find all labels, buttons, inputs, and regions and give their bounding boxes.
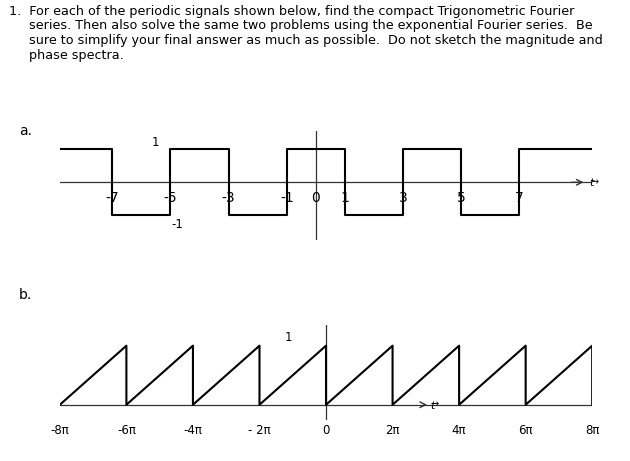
Text: $t$: $t$ (430, 399, 437, 411)
Text: sure to simplify your final answer as much as possible.  Do not sketch the magni: sure to simplify your final answer as mu… (9, 34, 603, 47)
Text: series. Then also solve the same two problems using the exponential Fourier seri: series. Then also solve the same two pro… (9, 19, 593, 32)
Text: →: → (591, 177, 599, 187)
Text: 1: 1 (152, 136, 159, 149)
Text: →: → (431, 399, 439, 409)
Text: phase spectra.: phase spectra. (9, 49, 124, 62)
Text: -1: -1 (171, 218, 183, 230)
Text: a.: a. (19, 124, 32, 138)
Text: b.: b. (19, 288, 32, 302)
Text: $t$: $t$ (589, 176, 596, 188)
Text: 1: 1 (285, 331, 292, 344)
Text: 1.  For each of the periodic signals shown below, find the compact Trigonometric: 1. For each of the periodic signals show… (9, 5, 575, 18)
